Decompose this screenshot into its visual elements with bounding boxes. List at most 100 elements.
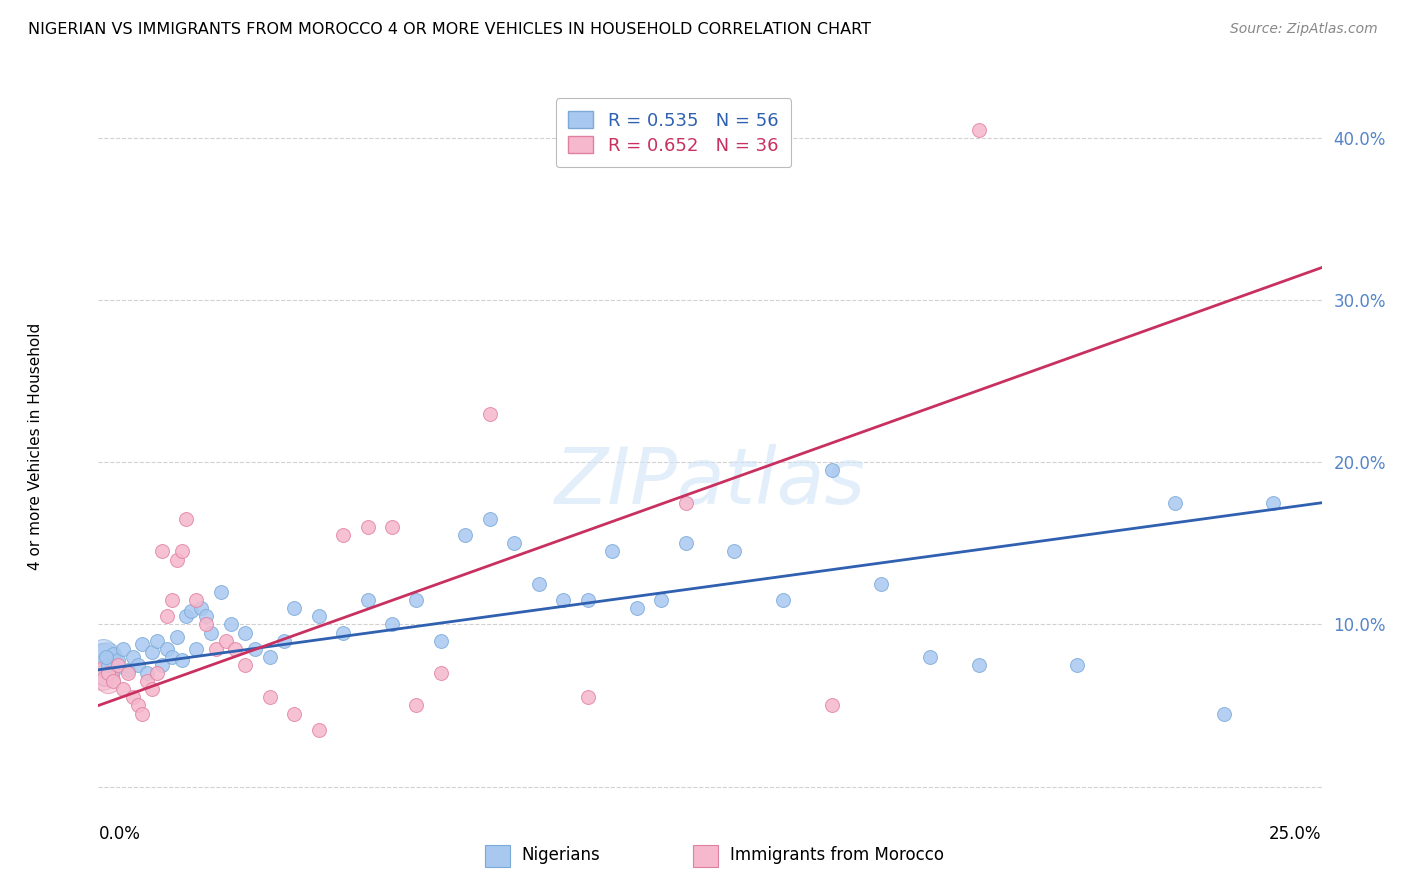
Point [127, 657, 149, 672]
Point [283, 601, 305, 615]
Point [141, 645, 163, 659]
Point [160, 593, 183, 607]
Point [107, 653, 129, 667]
Point [259, 649, 281, 664]
Point [920, 649, 942, 664]
Point [131, 706, 153, 721]
Point [650, 593, 672, 607]
Point [478, 407, 501, 421]
Point [156, 609, 179, 624]
Point [233, 625, 256, 640]
Point [205, 641, 228, 656]
Point [160, 649, 183, 664]
Point [1066, 657, 1088, 672]
Point [166, 631, 188, 645]
Point [180, 604, 202, 618]
Point [111, 641, 134, 656]
Point [772, 593, 794, 607]
Point [91, 653, 114, 667]
Point [97, 666, 120, 681]
Point [430, 633, 453, 648]
Point [723, 544, 745, 558]
Point [870, 577, 893, 591]
Point [283, 706, 305, 721]
Point [332, 625, 354, 640]
Point [454, 528, 477, 542]
Point [430, 666, 453, 681]
Point [150, 657, 173, 672]
Point [117, 663, 139, 677]
Point [176, 512, 198, 526]
FancyBboxPatch shape [693, 845, 718, 867]
Point [219, 617, 242, 632]
Point [233, 657, 256, 672]
Point [111, 682, 134, 697]
Point [97, 657, 120, 672]
Point [117, 666, 139, 681]
Point [576, 593, 599, 607]
Point [200, 625, 222, 640]
Point [675, 536, 697, 550]
Point [1261, 496, 1284, 510]
Point [94, 649, 117, 664]
Point [273, 633, 295, 648]
Text: ZIPatlas: ZIPatlas [554, 443, 866, 520]
Point [259, 690, 281, 705]
Point [576, 690, 599, 705]
Text: Immigrants from Morocco: Immigrants from Morocco [730, 847, 943, 864]
Text: 4 or more Vehicles in Household: 4 or more Vehicles in Household [28, 322, 42, 570]
Point [91, 669, 114, 683]
Point [97, 674, 120, 689]
Point [136, 666, 159, 681]
Text: Source: ZipAtlas.com: Source: ZipAtlas.com [1230, 22, 1378, 37]
Point [209, 585, 232, 599]
Point [405, 593, 427, 607]
Point [308, 723, 330, 737]
Point [186, 641, 208, 656]
Point [356, 593, 378, 607]
Point [1212, 706, 1234, 721]
Point [93, 663, 115, 677]
Point [243, 641, 266, 656]
Point [405, 698, 427, 713]
Point [146, 666, 169, 681]
Point [967, 657, 990, 672]
Point [600, 544, 623, 558]
Point [141, 682, 163, 697]
Point [136, 674, 159, 689]
Point [156, 641, 179, 656]
Point [98, 657, 121, 672]
Legend: R = 0.535   N = 56, R = 0.652   N = 36: R = 0.535 N = 56, R = 0.652 N = 36 [555, 98, 792, 168]
Point [332, 528, 354, 542]
Point [131, 637, 153, 651]
Point [527, 577, 550, 591]
Point [176, 609, 198, 624]
Point [186, 593, 208, 607]
Point [107, 657, 129, 672]
Point [94, 666, 117, 681]
Point [96, 649, 118, 664]
Point [308, 609, 330, 624]
Point [190, 601, 212, 615]
Point [356, 520, 378, 534]
Point [91, 645, 114, 659]
Point [214, 633, 236, 648]
Text: Nigerians: Nigerians [522, 847, 600, 864]
Point [503, 536, 526, 550]
Point [195, 617, 218, 632]
Point [821, 698, 844, 713]
Point [224, 641, 246, 656]
Point [150, 544, 173, 558]
Point [170, 544, 193, 558]
Text: NIGERIAN VS IMMIGRANTS FROM MOROCCO 4 OR MORE VEHICLES IN HOUSEHOLD CORRELATION : NIGERIAN VS IMMIGRANTS FROM MOROCCO 4 OR… [28, 22, 872, 37]
Point [821, 463, 844, 477]
Point [101, 647, 124, 661]
Point [381, 617, 404, 632]
Point [381, 520, 404, 534]
Text: 25.0%: 25.0% [1270, 825, 1322, 843]
Text: 0.0%: 0.0% [98, 825, 141, 843]
Point [675, 496, 697, 510]
Point [101, 674, 124, 689]
Point [478, 512, 501, 526]
Point [967, 122, 990, 136]
